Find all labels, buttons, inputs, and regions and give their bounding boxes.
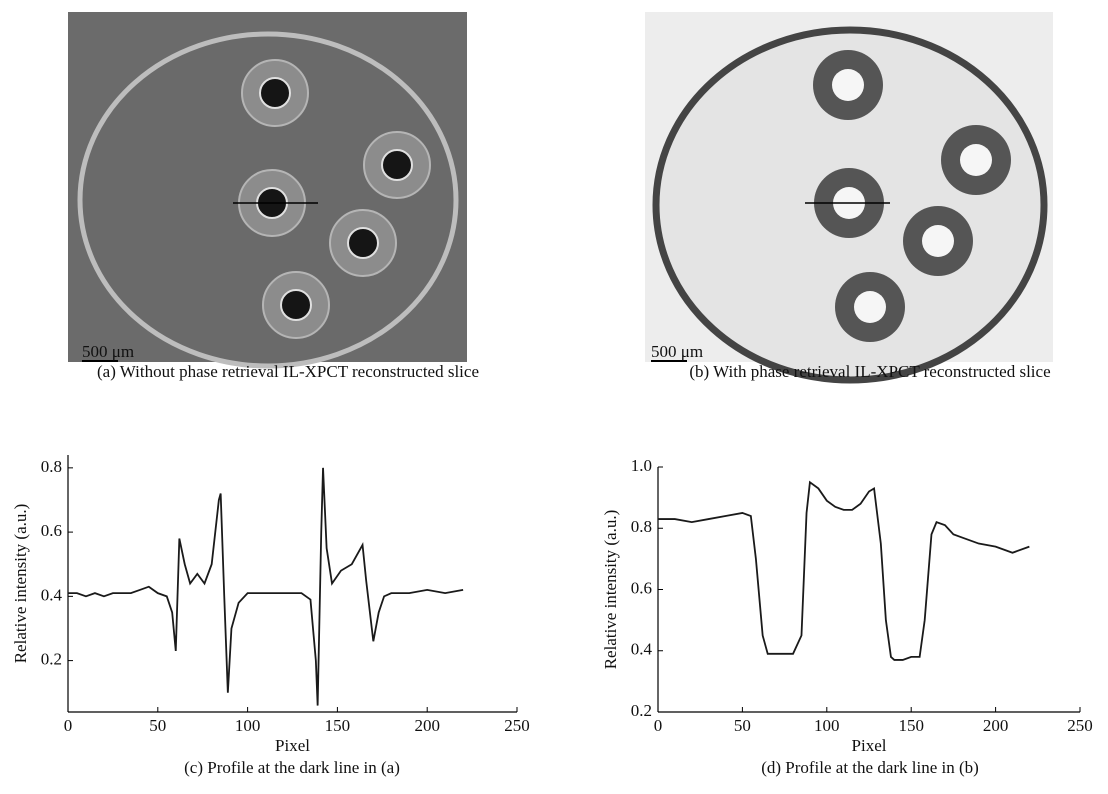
caption: (d) Profile at the dark line in (b) (761, 758, 979, 777)
y-tick-label: 0.2 (41, 650, 62, 669)
profile-curve (68, 467, 464, 706)
x-tick-label: 250 (1067, 716, 1093, 735)
caption: (a) Without phase retrieval IL-XPCT reco… (97, 362, 479, 381)
profile-curve (658, 480, 1030, 661)
y-axis-label: Relative intensity (a.u.) (601, 510, 620, 670)
x-tick-label: 200 (983, 716, 1009, 735)
x-tick-label: 150 (325, 716, 351, 735)
slice-a: 500 μm (68, 12, 467, 369)
caption: (b) With phase retrieval IL-XPCT reconst… (689, 362, 1050, 381)
slice-b: 500 μm (645, 12, 1053, 384)
x-tick-label: 0 (654, 716, 663, 735)
x-tick-label: 50 (149, 716, 166, 735)
x-tick-label: 200 (414, 716, 440, 735)
y-tick-label: 1.0 (631, 456, 652, 475)
x-tick-label: 100 (235, 716, 261, 735)
scale-label: 500 μm (651, 342, 703, 361)
x-tick-label: 100 (814, 716, 840, 735)
y-tick-label: 0.6 (631, 578, 652, 597)
y-tick-label: 0.4 (631, 640, 653, 659)
x-tick-label: 0 (64, 716, 73, 735)
scale-label: 500 μm (82, 342, 134, 361)
x-tick-label: 50 (734, 716, 751, 735)
y-axis-label: Relative intensity (a.u.) (11, 504, 30, 664)
tube-cores (832, 69, 992, 323)
x-axis-label: Pixel (852, 736, 887, 755)
y-tick-label: 0.4 (41, 585, 63, 604)
y-tick-label: 0.2 (631, 701, 652, 720)
y-tick-label: 0.6 (41, 521, 62, 540)
x-tick-label: 150 (898, 716, 924, 735)
x-axis-label: Pixel (275, 736, 310, 755)
caption: (c) Profile at the dark line in (a) (184, 758, 400, 777)
x-tick-label: 250 (504, 716, 530, 735)
y-tick-label: 0.8 (41, 457, 62, 476)
y-tick-label: 0.8 (631, 517, 652, 536)
